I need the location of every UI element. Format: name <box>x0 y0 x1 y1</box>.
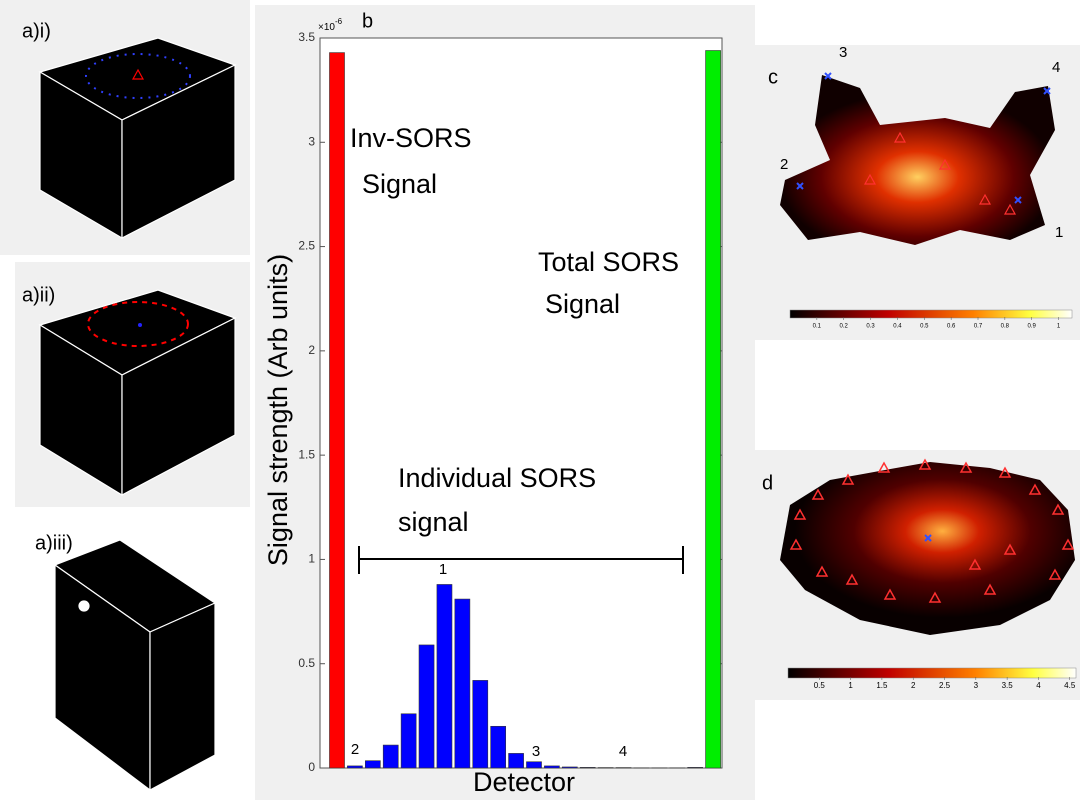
annotation: Total SORS <box>538 247 679 277</box>
panel-label: a)ii) <box>22 284 55 306</box>
bar <box>437 584 452 768</box>
figure: a)i) a)ii) a)iii) 0 0.5 1 1.5 2 2.5 3 3.5 ×10-6… <box>0 0 1080 800</box>
marker-label: 2 <box>780 156 788 173</box>
y-axis-label: Signal strength (Arb units) <box>263 254 293 566</box>
colorbar-tick-label: 0.5 <box>920 324 929 330</box>
colorbar-tick-label: 4 <box>1036 681 1041 690</box>
bar <box>688 767 703 768</box>
bar <box>347 766 362 768</box>
colorbar-tick-label: 2.5 <box>939 681 951 690</box>
detector-number: 1 <box>439 561 447 578</box>
colorbar-tick-label: 1 <box>848 681 853 690</box>
bar <box>329 53 344 768</box>
y-tick-label: 1.5 <box>298 447 315 461</box>
colorbar-tick-label: 0.9 <box>1028 324 1037 330</box>
annotation: Inv-SORS <box>350 123 472 153</box>
bar <box>491 726 506 768</box>
y-tick-label: 0.5 <box>298 656 315 670</box>
bar <box>419 645 434 768</box>
bar <box>383 745 398 768</box>
colorbar-tick-label: 3 <box>974 681 979 690</box>
colorbar-tick-label: 2 <box>911 681 916 690</box>
exponent-power: -6 <box>335 17 343 26</box>
bar <box>455 599 470 768</box>
bar <box>706 51 721 768</box>
marker-label: 3 <box>839 44 847 61</box>
y-tick-label: 2 <box>308 343 315 357</box>
colorbar-tick-label: 0.4 <box>893 324 902 330</box>
y-tick-label: 0 <box>308 760 315 774</box>
colorbar-tick-label: 0.2 <box>840 324 849 330</box>
y-tick-label: 2.5 <box>298 239 315 253</box>
annotation: Individual SORS <box>398 463 596 493</box>
colorbar-tick-label: 0.1 <box>813 324 822 330</box>
annotation: Signal <box>362 169 437 199</box>
bar <box>473 680 488 768</box>
annotation: signal <box>398 507 469 537</box>
colorbar-tick-label: 0.3 <box>866 324 875 330</box>
colorbar-tick-label: 1.5 <box>876 681 888 690</box>
colorbar-tick-label: 0.7 <box>974 324 983 330</box>
annotation: Signal <box>545 289 620 319</box>
y-tick-label: 3 <box>308 134 315 148</box>
panel-label: d <box>762 472 773 494</box>
colorbar <box>788 668 1076 678</box>
detector-number: 3 <box>532 743 540 760</box>
colorbar-tick-label: 0.8 <box>1001 324 1010 330</box>
marker-label: 1 <box>1055 224 1063 241</box>
colorbar <box>790 310 1072 318</box>
y-tick-label: 3.5 <box>298 30 315 44</box>
panel-label: c <box>768 66 778 88</box>
panel-label: a)i) <box>22 20 51 42</box>
panel-label: b <box>362 10 373 32</box>
detector-number: 2 <box>351 741 359 758</box>
colorbar-tick-label: 3.5 <box>1002 681 1014 690</box>
x-axis-label: Detector <box>473 767 575 797</box>
cube-iii <box>55 540 215 790</box>
detector-number: 4 <box>619 743 627 760</box>
marker-label: 4 <box>1052 59 1060 76</box>
colorbar-tick-label: 0.5 <box>814 681 826 690</box>
colorbar-tick-label: 4.5 <box>1064 681 1076 690</box>
colorbar-tick-label: 0.6 <box>947 324 956 330</box>
exponent-base: ×10 <box>318 22 335 33</box>
bar <box>580 767 595 768</box>
bar <box>401 714 416 768</box>
bar <box>509 753 524 768</box>
panel-label: a)iii) <box>35 532 73 554</box>
bar <box>365 761 380 768</box>
y-tick-label: 1 <box>308 552 315 566</box>
